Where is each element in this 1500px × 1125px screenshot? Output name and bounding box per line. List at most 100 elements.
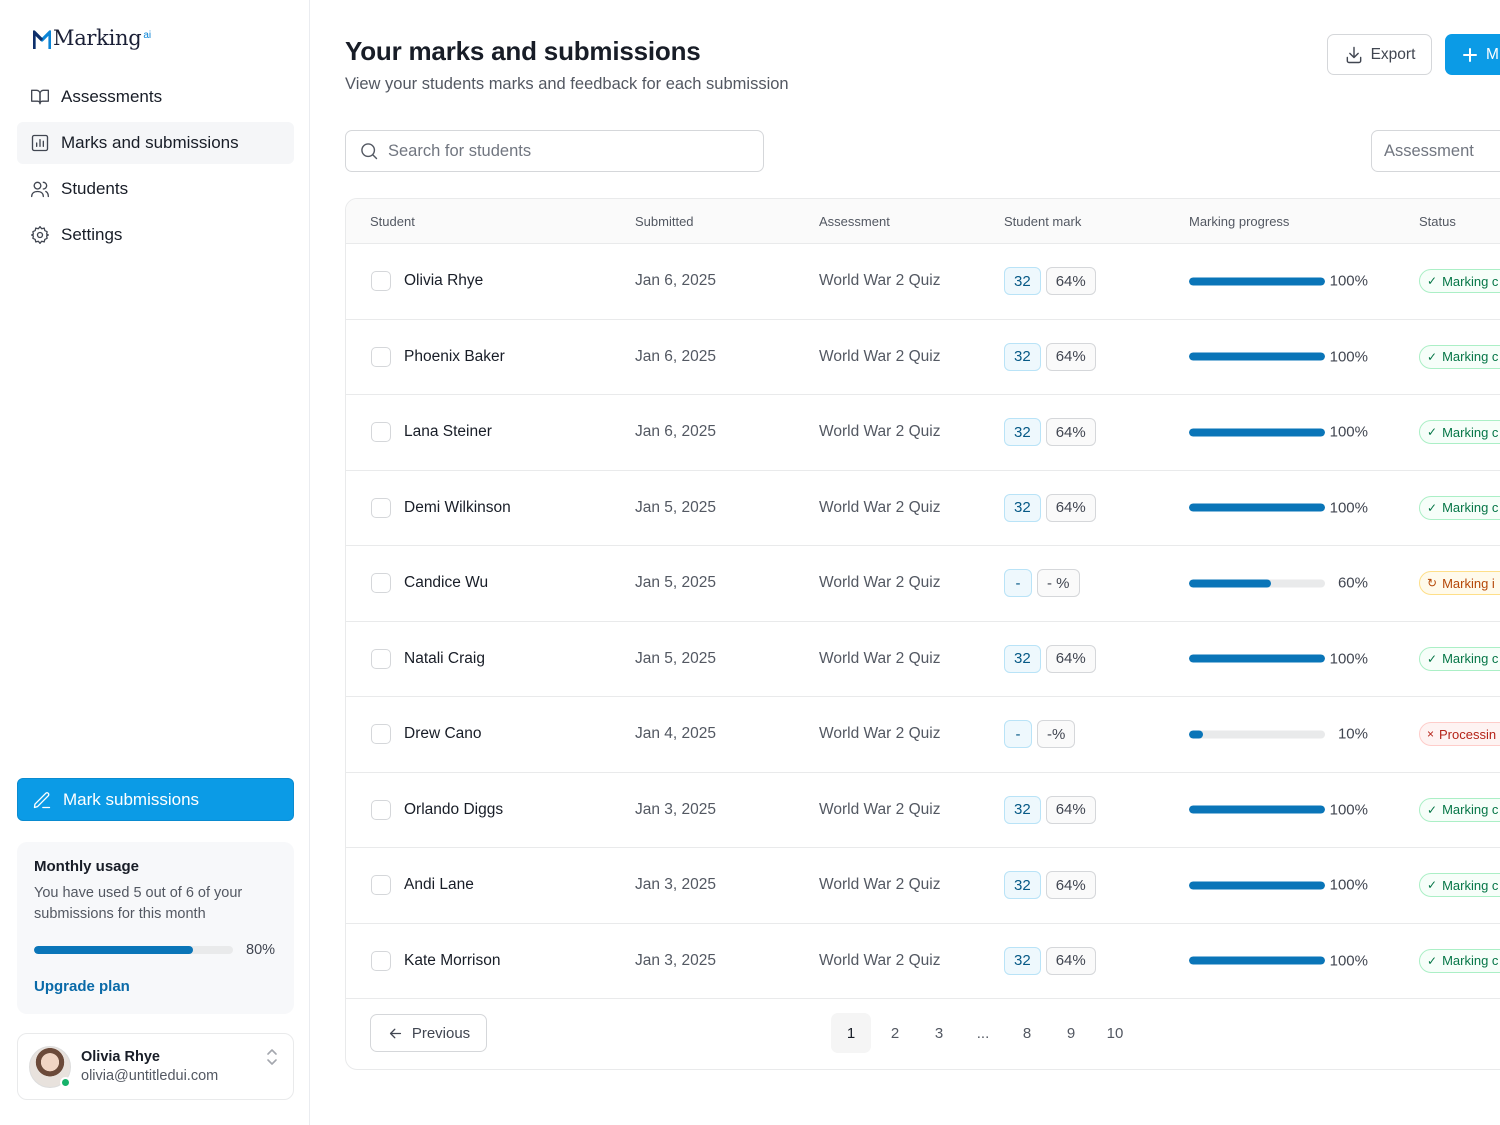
column-header-assessment[interactable]: Assessment <box>819 214 890 229</box>
progress-track <box>1189 352 1325 361</box>
row-checkbox[interactable] <box>371 271 391 292</box>
row-checkbox[interactable] <box>371 346 391 367</box>
student-mark: 32 64% <box>1004 871 1096 900</box>
status: ✓ Marking c <box>1419 269 1500 294</box>
table-row[interactable]: Candice Wu Jan 5, 2025 World War 2 Quiz - - … <box>346 546 1500 622</box>
page-button[interactable]: 2 <box>890 1024 900 1042</box>
student-name[interactable]: Andi Lane <box>404 876 474 894</box>
table-row[interactable]: Natali Craig Jan 5, 2025 World War 2 Quiz 3… <box>346 622 1500 697</box>
marking-progress: 100% <box>1189 650 1368 667</box>
sidebar-nav: Assessments Marks and submissions Studen… <box>17 76 294 260</box>
search-box[interactable] <box>345 130 764 172</box>
progress-fill <box>1189 881 1325 890</box>
student-name[interactable]: Natali Craig <box>404 649 485 667</box>
table-row[interactable]: Lana Steiner Jan 6, 2025 World War 2 Quiz 3… <box>346 395 1500 471</box>
row-checkbox[interactable] <box>371 875 391 896</box>
student-mark: 32 64% <box>1004 644 1096 673</box>
student-name[interactable]: Drew Cano <box>404 725 482 743</box>
mark-score: 32 <box>1004 342 1041 371</box>
mark-submissions-button[interactable]: Mark submissions <box>17 778 294 821</box>
status: ✓ Marking c <box>1419 873 1500 898</box>
table-row[interactable]: Orlando Diggs Jan 3, 2025 World War 2 Quiz… <box>346 773 1500 848</box>
page-button[interactable]: 1 <box>831 1013 871 1053</box>
search-input[interactable] <box>388 141 738 161</box>
status-label: Marking c <box>1442 877 1499 893</box>
progress-label: 100% <box>1329 272 1368 290</box>
check-icon: ✓ <box>1427 274 1438 289</box>
status: ✓ Marking c <box>1419 948 1500 973</box>
student-name[interactable]: Lana Steiner <box>404 423 492 441</box>
previous-button[interactable]: Previous <box>370 1014 487 1052</box>
status-label: Marking c <box>1442 349 1499 365</box>
student-mark: 32 64% <box>1004 418 1096 447</box>
status-badge: ✓ Marking c <box>1419 873 1500 898</box>
table-row[interactable]: Andi Lane Jan 3, 2025 World War 2 Quiz 32 64… <box>346 848 1500 924</box>
sidebar-item-settings[interactable]: Settings <box>17 214 294 256</box>
sidebar-item-marks[interactable]: Marks and submissions <box>17 122 294 164</box>
student-name[interactable]: Candice Wu <box>404 574 489 592</box>
check-icon: ✓ <box>1427 878 1438 893</box>
mark-score: 32 <box>1004 267 1041 296</box>
table-row[interactable]: Drew Cano Jan 4, 2025 World War 2 Quiz - -% 1… <box>346 697 1500 773</box>
table-row[interactable]: Kate Morrison Jan 3, 2025 World War 2 Quiz… <box>346 924 1500 999</box>
table-row[interactable]: Demi Wilkinson Jan 5, 2025 World War 2 Qui… <box>346 471 1500 546</box>
row-checkbox[interactable] <box>371 422 391 443</box>
row-checkbox[interactable] <box>371 799 391 820</box>
page-button[interactable]: 3 <box>934 1024 944 1042</box>
export-button[interactable]: Export <box>1327 34 1432 75</box>
logo[interactable]: Marking ai <box>33 26 151 51</box>
row-checkbox[interactable] <box>371 497 391 518</box>
sidebar-item-students[interactable]: Students <box>17 168 294 210</box>
row-checkbox[interactable] <box>371 573 391 594</box>
assessment-filter[interactable]: Assessment <box>1371 130 1500 172</box>
column-header-submitted[interactable]: Submitted <box>635 214 694 229</box>
sidebar-item-label: Assessments <box>61 87 163 106</box>
table-row[interactable]: Olivia Rhye Jan 6, 2025 World War 2 Quiz 32… <box>346 244 1500 320</box>
status: ✓ Marking c <box>1419 420 1500 445</box>
progress-track <box>1189 730 1325 739</box>
row-checkbox[interactable] <box>371 724 391 745</box>
table-row[interactable]: Phoenix Baker Jan 6, 2025 World War 2 Quiz… <box>346 320 1500 395</box>
user-card[interactable]: Olivia Rhye olivia@untitledui.com <box>17 1033 294 1100</box>
column-header-student[interactable]: Student <box>370 214 415 229</box>
page-button[interactable]: 9 <box>1066 1024 1076 1042</box>
row-checkbox[interactable] <box>371 648 391 669</box>
user-info: Olivia Rhye olivia@untitledui.com <box>81 1049 218 1084</box>
student-name[interactable]: Kate Morrison <box>404 951 501 969</box>
progress-track <box>1189 277 1325 286</box>
sidebar-item-assessments[interactable]: Assessments <box>17 76 294 118</box>
student-name[interactable]: Orlando Diggs <box>404 800 504 818</box>
column-header-status[interactable]: Status <box>1419 214 1456 229</box>
arrow-left-icon <box>389 1028 401 1038</box>
new-button[interactable]: M <box>1445 34 1500 75</box>
chevron-selector-icon[interactable] <box>265 1047 279 1067</box>
student-mark: 32 64% <box>1004 342 1096 371</box>
marking-progress: 60% <box>1189 575 1368 592</box>
submitted-date: Jan 5, 2025 <box>635 574 717 592</box>
mark-score: - <box>1004 720 1032 749</box>
bar-chart-square-icon <box>31 134 49 152</box>
progress-fill <box>1189 805 1325 814</box>
submitted-date: Jan 4, 2025 <box>635 725 717 743</box>
student-name[interactable]: Demi Wilkinson <box>404 498 511 516</box>
assessment-name: World War 2 Quiz <box>819 347 941 365</box>
user-name: Olivia Rhye <box>81 1049 160 1065</box>
progress-fill <box>1189 503 1325 512</box>
row-checkbox[interactable] <box>371 950 391 971</box>
check-icon: ✓ <box>1427 802 1438 817</box>
page-button[interactable]: 8 <box>1022 1024 1032 1042</box>
status-label: Marking c <box>1442 802 1499 818</box>
column-header-student-mark[interactable]: Student mark <box>1004 214 1082 229</box>
status-badge: ✓ Marking c <box>1419 495 1500 520</box>
progress-label: 100% <box>1329 952 1368 970</box>
sidebar-item-label: Students <box>61 179 129 198</box>
upgrade-plan-link[interactable]: Upgrade plan <box>34 978 130 995</box>
new-label: M <box>1486 45 1499 63</box>
column-header-marking-progress[interactable]: Marking progress <box>1189 214 1290 229</box>
status-badge: ✓ Marking c <box>1419 646 1500 671</box>
student-name[interactable]: Phoenix Baker <box>404 347 505 365</box>
sidebar-item-label: Settings <box>61 225 123 244</box>
progress-fill <box>1189 352 1325 361</box>
page-button[interactable]: 10 <box>1106 1024 1124 1042</box>
student-name[interactable]: Olivia Rhye <box>404 272 484 290</box>
